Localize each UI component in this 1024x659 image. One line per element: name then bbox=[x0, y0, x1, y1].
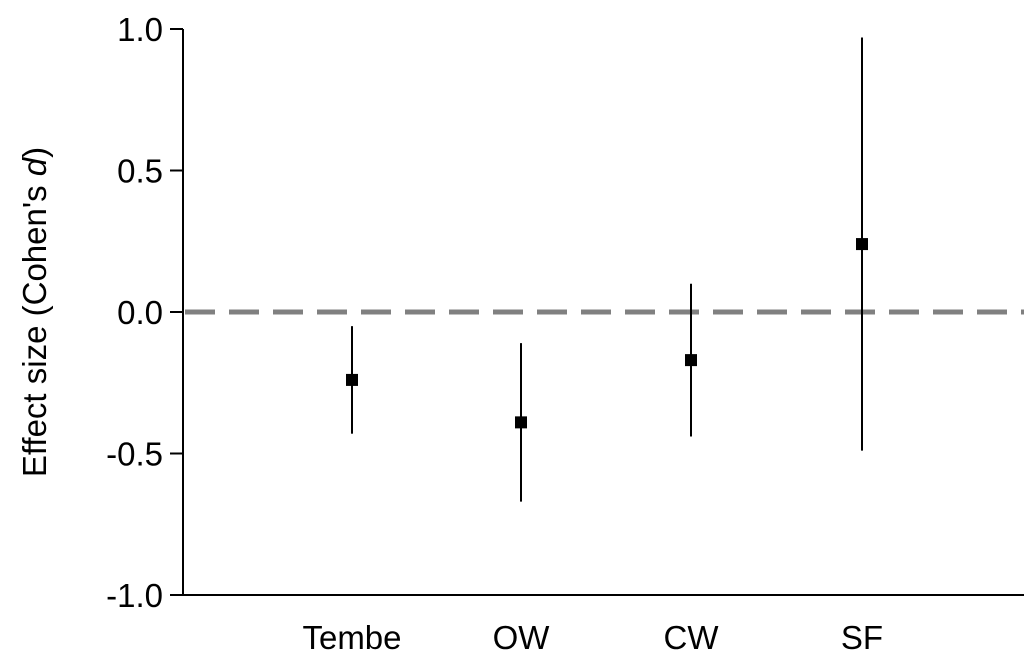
y-tick-label: -0.5 bbox=[106, 436, 163, 473]
y-tick-label: 0.5 bbox=[117, 153, 163, 190]
y-axis-title-main: Effect size (Cohen's bbox=[16, 176, 53, 477]
y-axis-title-close: ) bbox=[16, 147, 53, 158]
x-tick-label: CW bbox=[664, 619, 720, 656]
x-tick-label: SF bbox=[841, 619, 883, 656]
x-tick-label: Tembe bbox=[302, 619, 401, 656]
point-tembe bbox=[346, 373, 358, 386]
y-tick-label: 1.0 bbox=[117, 11, 163, 48]
y-tick-label: 0.0 bbox=[117, 294, 163, 331]
point-sf bbox=[856, 238, 868, 251]
y-axis-title: Effect size (Cohen's d) bbox=[16, 147, 53, 477]
error-bars bbox=[351, 37, 863, 502]
y-axis: 1.0 0.5 0.0 -0.5 -1.0 bbox=[106, 11, 184, 614]
data-points bbox=[346, 238, 868, 429]
point-cw bbox=[685, 354, 697, 367]
y-tick-label: -1.0 bbox=[106, 577, 163, 614]
x-tick-label: OW bbox=[493, 619, 551, 656]
point-ow bbox=[515, 416, 527, 429]
x-axis: Tembe OW CW SF bbox=[183, 594, 1024, 656]
y-axis-title-italic: d bbox=[16, 156, 53, 176]
